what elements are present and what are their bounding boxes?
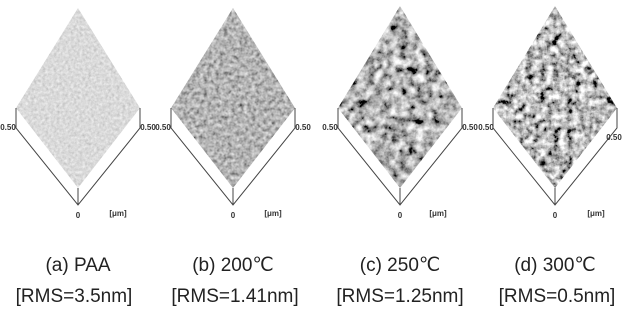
axis-label: 0.50 <box>462 123 478 132</box>
axis-label: 0 <box>398 211 403 220</box>
axis-label: 0.50 <box>140 123 156 132</box>
afm-image-b: 0.50 0.50 0 [μm] <box>155 0 311 220</box>
axis-label: 0.50 <box>606 133 622 142</box>
afm-image-d: 0.50 0.50 0 [μm] <box>478 0 626 220</box>
axis-label: 0 <box>553 211 558 220</box>
rms-value: [RMS=3.5nm] <box>16 286 133 307</box>
caption: (c) 250℃ <box>360 255 440 276</box>
axis-label: 0 <box>231 211 236 220</box>
axis-label: 0.50 <box>155 123 171 132</box>
axis-label: 0.50 <box>0 123 16 132</box>
axis-label: 0.50 <box>478 123 494 132</box>
rms-value: [RMS=1.41nm] <box>171 286 298 307</box>
caption: (a) PAA <box>45 255 110 276</box>
afm-image-c: 0.50 0.50 0 [μm] <box>322 0 478 220</box>
axis-unit: [μm] <box>109 209 127 218</box>
figure: 0.50 0.50 0 [μm] 0.50 0.50 0 [μm] 0.50 0… <box>0 0 626 311</box>
caption: (d) 300℃ <box>514 255 596 276</box>
rms-value: [RMS=0.5nm] <box>499 286 616 307</box>
caption: (b) 200℃ <box>192 255 274 276</box>
axis-label: 0.50 <box>322 123 338 132</box>
rms-value: [RMS=1.25nm] <box>336 286 463 307</box>
axis-label: 0.50 <box>295 123 311 132</box>
axis-unit: [μm] <box>264 209 282 218</box>
axis-unit: [μm] <box>587 209 605 218</box>
afm-image-a: 0.50 0.50 0 [μm] <box>0 0 156 220</box>
axis-unit: [μm] <box>429 209 447 218</box>
axis-label: 0 <box>76 211 81 220</box>
